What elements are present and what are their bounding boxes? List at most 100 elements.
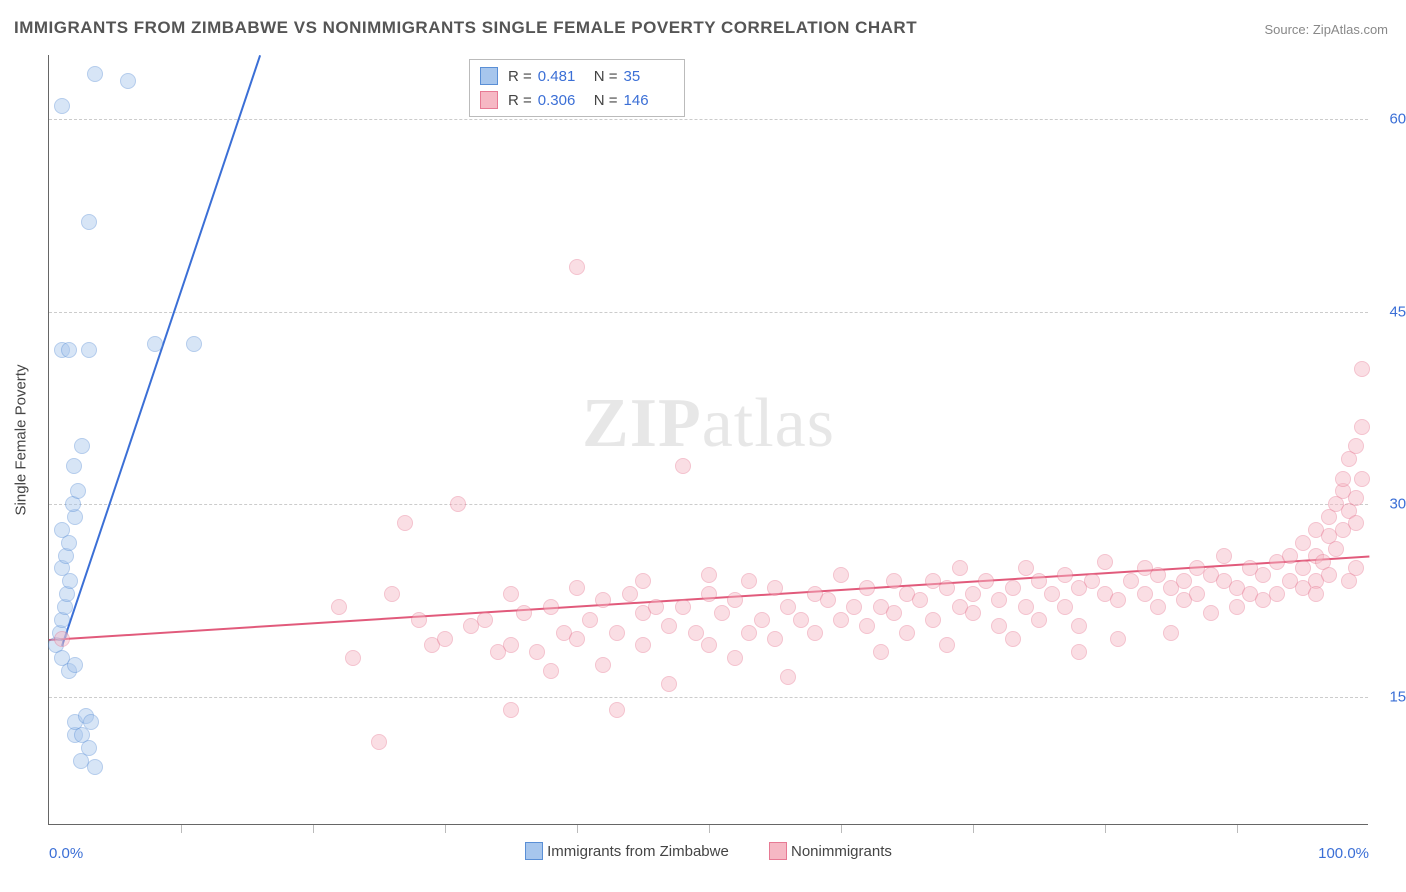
scatter-point [1110,592,1126,608]
scatter-point [899,625,915,641]
y-tick-label: 45.0% [1376,303,1406,320]
scatter-point [569,631,585,647]
y-tick-label: 60.0% [1376,111,1406,128]
scatter-point [67,657,83,673]
stat-label-r: R = [508,68,532,85]
scatter-point [411,612,427,628]
y-tick-label: 15.0% [1376,688,1406,705]
x-tick-label: 100.0% [1318,845,1369,862]
scatter-point [609,702,625,718]
scatter-point [147,336,163,352]
scatter-point [1150,567,1166,583]
scatter-point [1018,560,1034,576]
scatter-point [886,573,902,589]
scatter-point [503,637,519,653]
legend-swatch-icon [525,842,543,860]
scatter-point [1229,599,1245,615]
scatter-point [1097,554,1113,570]
scatter-point [833,612,849,628]
legend-stats-row: R = 0.481 N = 35 [480,64,674,88]
scatter-point [450,496,466,512]
x-tick [445,825,446,833]
scatter-point [397,515,413,531]
scatter-point [371,734,387,750]
scatter-point [622,586,638,602]
x-tick [181,825,182,833]
scatter-point [1123,573,1139,589]
scatter-point [1348,438,1364,454]
scatter-point [609,625,625,641]
scatter-point [1321,567,1337,583]
scatter-point [1348,515,1364,531]
scatter-point [846,599,862,615]
scatter-point [186,336,202,352]
scatter-point [477,612,493,628]
legend-bottom: Immigrants from Zimbabwe Nonimmigrants [49,842,1368,864]
scatter-point [1137,586,1153,602]
scatter-point [1216,548,1232,564]
scatter-point [925,612,941,628]
scatter-point [833,567,849,583]
scatter-point [991,592,1007,608]
scatter-point [83,714,99,730]
scatter-point [529,644,545,660]
chart-container: IMMIGRANTS FROM ZIMBABWE VS NONIMMIGRANT… [0,0,1406,892]
scatter-point [81,342,97,358]
scatter-point [873,644,889,660]
x-tick [313,825,314,833]
gridline-h [49,312,1368,313]
scatter-point [661,618,677,634]
scatter-point [74,438,90,454]
scatter-point [635,573,651,589]
x-tick [1237,825,1238,833]
scatter-point [120,73,136,89]
chart-title: IMMIGRANTS FROM ZIMBABWE VS NONIMMIGRANT… [14,18,917,38]
scatter-point [61,342,77,358]
scatter-point [741,573,757,589]
scatter-point [1354,471,1370,487]
legend-item: Nonimmigrants [769,842,892,860]
scatter-point [595,657,611,673]
scatter-point [767,631,783,647]
legend-label: Nonimmigrants [791,843,892,860]
scatter-point [569,259,585,275]
scatter-point [1163,625,1179,641]
scatter-point [1150,599,1166,615]
scatter-point [1176,573,1192,589]
y-tick-label: 30.0% [1376,496,1406,513]
scatter-point [952,560,968,576]
x-tick-label: 0.0% [49,845,83,862]
scatter-point [939,580,955,596]
scatter-point [939,637,955,653]
scatter-point [701,637,717,653]
scatter-point [912,592,928,608]
scatter-point [1354,361,1370,377]
scatter-point [1295,560,1311,576]
scatter-point [1348,490,1364,506]
legend-swatch-icon [769,842,787,860]
scatter-point [991,618,1007,634]
scatter-point [1005,631,1021,647]
scatter-point [807,625,823,641]
scatter-point [1005,580,1021,596]
x-tick [841,825,842,833]
scatter-point [569,580,585,596]
scatter-point [1341,573,1357,589]
scatter-point [741,625,757,641]
scatter-point [1295,535,1311,551]
legend-stats-row: R = 0.306 N = 146 [480,88,674,112]
scatter-point [582,612,598,628]
scatter-point [1031,612,1047,628]
stat-value-n: 35 [624,68,674,85]
scatter-point [595,592,611,608]
scatter-point [1269,586,1285,602]
watermark-light: atlas [702,385,835,462]
scatter-point [1057,599,1073,615]
stat-label-n: N = [594,68,618,85]
scatter-point [767,580,783,596]
scatter-point [859,618,875,634]
scatter-point [727,650,743,666]
scatter-point [66,458,82,474]
legend-label: Immigrants from Zimbabwe [547,843,729,860]
scatter-point [701,567,717,583]
